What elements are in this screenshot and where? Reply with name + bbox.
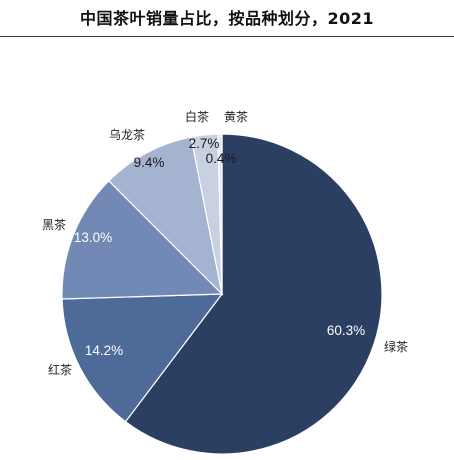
category-label: 红茶 (48, 362, 72, 377)
category-label: 乌龙茶 (109, 127, 145, 142)
pie-slice-0 (124, 133, 383, 455)
slice-value-label: 2.7% (189, 136, 220, 151)
pie-slice-3 (108, 136, 223, 296)
category-label: 黑茶 (42, 217, 66, 232)
pie-slice-2 (61, 180, 224, 300)
slice-value-label: 0.4% (206, 151, 237, 166)
slice-value-label: 60.3% (327, 323, 365, 338)
title-rule (0, 36, 454, 37)
slice-value-label: 14.2% (85, 343, 123, 358)
pie-slices (61, 133, 383, 455)
category-label: 黄茶 (224, 109, 248, 124)
chart-title: 中国茶叶销量占比，按品种划分，2021 (79, 9, 375, 28)
category-label: 绿茶 (384, 339, 408, 354)
pie-slice-1 (61, 293, 224, 423)
slice-value-label: 13.0% (74, 230, 112, 245)
slice-value-label: 9.4% (134, 155, 165, 170)
pie-slice-5 (217, 133, 223, 295)
category-label: 白茶 (185, 109, 209, 124)
